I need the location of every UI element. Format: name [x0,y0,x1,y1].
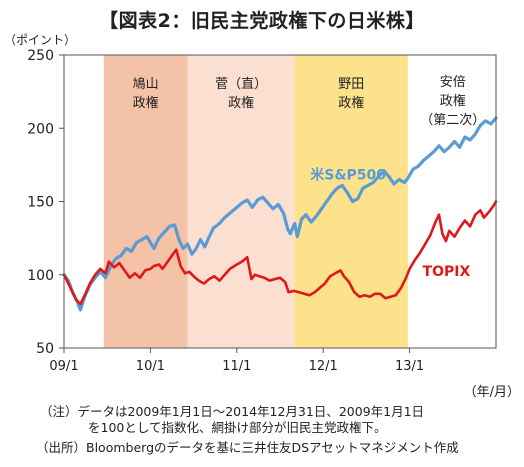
y-tick-label: 100 [27,268,54,284]
x-tick-label: 11/1 [222,359,251,374]
regime-label: 安倍 [440,75,466,90]
y-axis-label: （ポイント） [4,33,76,47]
y-tick-label: 200 [27,121,54,137]
regime-label: 政権 [228,95,254,111]
axes: 50 100 150 200 250 09/1 10/1 11/1 12/1 13/1 （ポイント）… [4,33,520,400]
x-axis-label: （年/月） [464,385,520,400]
regime-band [187,55,295,348]
y-tick-label: 250 [27,48,54,64]
series-label: 米S&P500 [310,167,386,184]
series-label: TOPIX [423,264,471,280]
regime-label: （第二次） [420,112,485,128]
source-note: （出所）Bloombergのデータを基に三井住友DSアセットマネジメント作成 [36,440,459,455]
y-tick-label: 50 [36,341,54,357]
regime-label: 野田 [338,77,364,92]
regime-label: 政権 [338,95,364,111]
regime-label: 政権 [133,95,159,111]
regime-label: 鳩山 [133,77,159,92]
x-tick-label: 10/1 [136,359,165,374]
regime-band [103,55,188,348]
series-lines [62,116,498,312]
x-tick-label: 13/1 [395,359,424,374]
x-tick-label: 09/1 [49,359,78,374]
series-line [62,200,498,306]
x-tick-label: 12/1 [309,359,338,374]
series-line [62,116,498,312]
note-line-2: を100として指数化、網掛け部分が旧民主党政権下。 [88,420,387,435]
regime-label: 菅（直） [215,77,267,92]
regime-label: 政権 [440,93,466,109]
note-line-1: （注）データは2009年1月1日～2014年12月31日、2009年1月1日 [40,404,425,419]
y-tick-label: 150 [27,195,54,211]
regime-bands [103,55,408,348]
chart-title: 【図表2：旧民主党政権下の日米株】 [99,10,425,32]
series-labels: 米S&P500 TOPIX [310,167,470,281]
